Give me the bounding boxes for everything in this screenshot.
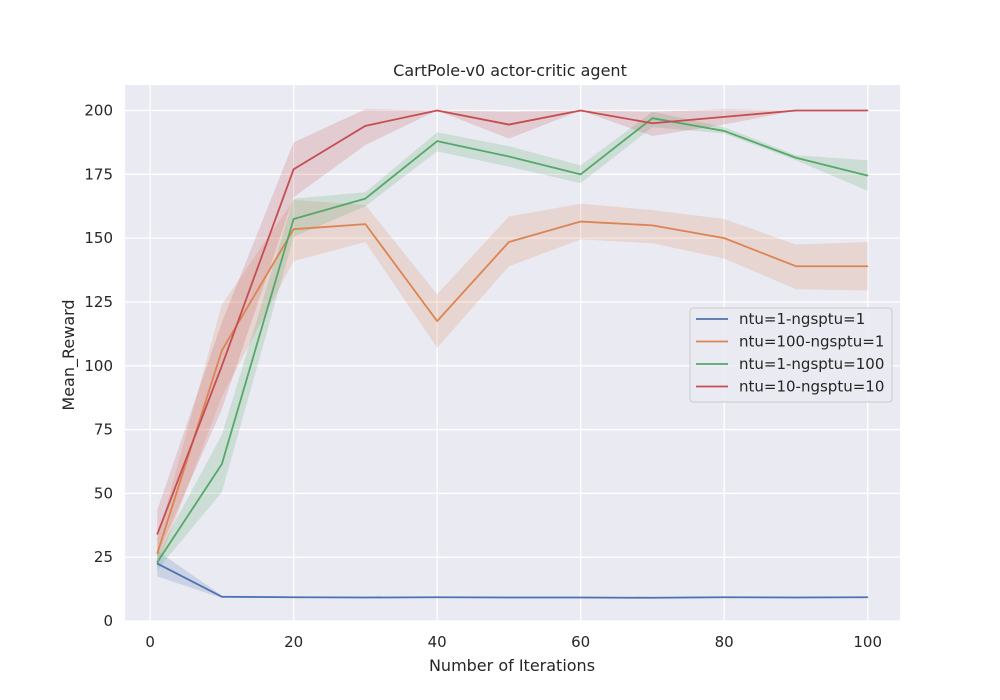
series-point-1	[867, 265, 869, 267]
legend-box	[689, 307, 893, 403]
series-point-0	[723, 596, 725, 598]
chart-title: CartPole-v0 actor-critic agent	[393, 61, 627, 80]
series-point-2	[364, 197, 366, 200]
series-point-2	[723, 130, 725, 132]
series-point-1	[221, 349, 223, 352]
series-point-3	[867, 109, 869, 112]
series-point-0	[436, 596, 438, 598]
series-point-1	[723, 237, 725, 239]
y-tick-labels: 0 25 50 75 100 125 150 175 200	[84, 102, 113, 630]
series-point-3	[364, 125, 366, 127]
series-point-0	[508, 596, 510, 599]
x-tick-label: 20	[284, 633, 303, 651]
legend-label: ntu=100-ngsptu=1	[739, 333, 884, 351]
series-point-3	[508, 123, 510, 126]
x-axis-label: Number of Iterations	[429, 656, 595, 675]
series-point-3	[651, 122, 654, 124]
series-point-1	[156, 552, 158, 554]
series-point-3	[156, 533, 158, 535]
series-point-0	[867, 596, 869, 598]
legend: ntu=1-ngsptu=1 ntu=100-ngsptu=1 ntu=1-ngsp…	[689, 307, 893, 403]
series-point-1	[651, 224, 654, 226]
series-point-3	[436, 109, 438, 112]
x-tick-label: 40	[428, 633, 447, 651]
series-point-3	[293, 168, 295, 170]
series-point-2	[156, 561, 158, 563]
series-point-0	[221, 596, 223, 598]
y-tick-label: 25	[94, 548, 113, 566]
series-point-1	[364, 223, 366, 225]
series-point-1	[508, 241, 510, 243]
legend-label: ntu=1-ngsptu=1	[739, 310, 865, 328]
y-tick-label: 200	[84, 102, 113, 120]
y-tick-label: 125	[84, 293, 113, 311]
series-lines	[156, 109, 869, 599]
legend-label: ntu=1-ngsptu=100	[739, 355, 884, 373]
series-point-0	[651, 597, 654, 599]
series-point-3	[221, 365, 223, 367]
series-point-0	[580, 596, 582, 599]
series-point-2	[436, 140, 438, 142]
y-tick-label: 75	[94, 421, 113, 439]
series-point-2	[580, 173, 582, 175]
y-tick-label: 150	[84, 229, 113, 247]
series-point-2	[651, 117, 654, 119]
legend-label: ntu=10-ngsptu=10	[739, 378, 884, 396]
series-point-2	[508, 155, 510, 158]
x-tick-label: 80	[715, 633, 734, 651]
x-tick-label: 0	[145, 633, 155, 651]
series-point-0	[364, 596, 366, 599]
y-tick-label: 100	[84, 357, 113, 375]
y-tick-label: 175	[84, 165, 113, 183]
series-point-2	[293, 218, 295, 220]
series-point-0	[293, 596, 295, 598]
x-tick-label: 100	[853, 633, 882, 651]
series-point-0	[795, 596, 797, 599]
x-tick-labels: 0 20 40 60 80 100	[145, 633, 882, 651]
series-point-2	[221, 463, 223, 465]
y-tick-label: 0	[103, 612, 113, 630]
y-tick-label: 50	[94, 484, 113, 502]
series-point-0	[156, 562, 158, 565]
series-point-1	[293, 228, 295, 230]
x-tick-label: 60	[571, 633, 590, 651]
y-axis-label: Mean_Reward	[59, 299, 79, 410]
series-point-1	[580, 220, 582, 223]
series-point-1	[795, 265, 797, 267]
series-point-2	[867, 175, 869, 177]
series-point-3	[580, 109, 582, 112]
series-point-1	[436, 320, 438, 322]
series-point-2	[795, 157, 797, 159]
series-point-3	[795, 109, 797, 112]
series-point-3	[723, 116, 725, 118]
